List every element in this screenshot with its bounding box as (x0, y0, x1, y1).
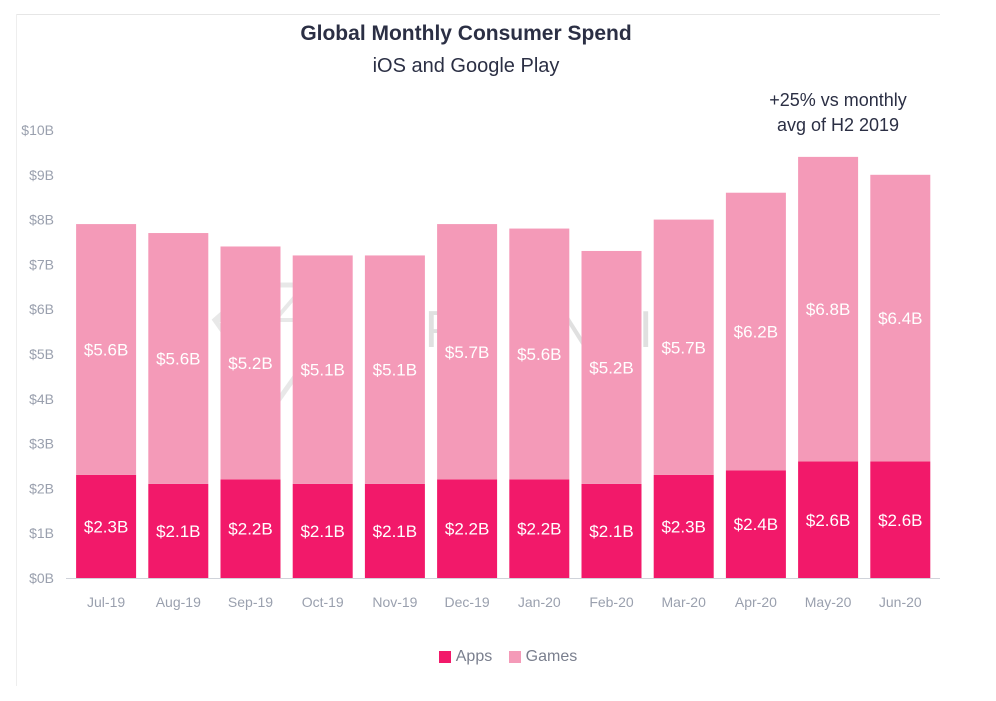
x-tick-label: May-20 (805, 594, 852, 610)
bar-games (798, 156, 859, 462)
bar-apps (292, 483, 353, 578)
bar-apps (148, 483, 209, 578)
left-border (16, 14, 17, 686)
bar-value-label-games: $5.7B (445, 343, 489, 362)
bar-value-label-apps: $2.1B (156, 522, 200, 541)
bar-value-label-games: $5.2B (228, 354, 272, 373)
bar-value-label-apps: $2.3B (84, 517, 128, 536)
x-tick-label: Mar-20 (662, 594, 707, 610)
bar-games (509, 228, 570, 480)
bar-games (437, 224, 498, 480)
bar-value-label-apps: $2.2B (445, 520, 489, 539)
x-tick-label: Jan-20 (518, 594, 561, 610)
y-tick-label: $1B (29, 525, 54, 541)
bar-value-label-apps: $2.4B (734, 515, 778, 534)
x-tick-label: Jul-19 (87, 594, 125, 610)
legend-item-games: Games (508, 648, 578, 666)
bar-apps (509, 479, 570, 578)
chart-subtitle: iOS and Google Play (372, 55, 560, 77)
y-axis: $0B $1B $2B $3B $4B $5B $6B $7B $8B $9B $10B (21, 122, 54, 586)
bar-games (76, 224, 137, 475)
legend-label-apps: Apps (455, 648, 493, 665)
bar-games (364, 255, 425, 484)
bar-value-label-games: $6.2B (734, 323, 778, 342)
bar-value-label-games: $5.7B (661, 338, 705, 357)
bar-games (870, 174, 931, 462)
y-tick-label: $4B (29, 391, 54, 407)
bar-games (148, 233, 209, 484)
y-tick-label: $2B (29, 480, 54, 496)
x-tick-label: Oct-19 (302, 594, 344, 610)
y-tick-label: $6B (29, 301, 54, 317)
bar-value-label-games: $5.6B (84, 341, 128, 360)
bar-games (581, 250, 642, 484)
legend-swatch-games (508, 651, 521, 663)
bar-value-label-apps: $2.6B (878, 511, 922, 530)
y-tick-label: $10B (21, 122, 54, 138)
bar-value-label-apps: $2.2B (517, 520, 561, 539)
bar-apps (364, 483, 425, 578)
bar-apps (870, 461, 931, 578)
bar-value-label-apps: $2.3B (661, 517, 705, 536)
legend-item-apps: Apps (438, 648, 493, 666)
bar-value-label-games: $5.1B (373, 361, 417, 380)
y-tick-label: $9B (29, 167, 54, 183)
bar-value-label-games: $5.2B (589, 358, 633, 377)
bar-value-label-games: $5.6B (156, 349, 200, 368)
bar-games (292, 255, 353, 484)
x-axis: Jul-19 Aug-19 Sep-19 Oct-19 Nov-19 Dec-19 Jan-… (87, 594, 922, 610)
y-tick-label: $5B (29, 346, 54, 362)
legend-label-games: Games (525, 648, 578, 665)
bar-apps (653, 474, 714, 578)
legend: Apps Games (0, 648, 996, 668)
bars: $2.3B $5.6B $2.1B $5.6B $2.2B $5.2B $2.1B $5.1B… (76, 156, 931, 578)
legend-swatch-apps (438, 651, 451, 663)
bar-value-label-games: $6.8B (806, 300, 850, 319)
chart-title: Global Monthly Consumer Spend (300, 22, 632, 45)
x-tick-label: Apr-20 (735, 594, 777, 610)
y-tick-label: $3B (29, 436, 54, 452)
y-tick-label: $0B (29, 570, 54, 586)
x-tick-label: Feb-20 (589, 594, 634, 610)
bar-apps (581, 483, 642, 578)
top-border (16, 14, 940, 15)
bar-games (653, 219, 714, 475)
bar-value-label-apps: $2.1B (300, 522, 344, 541)
bar-games (725, 192, 786, 471)
bar-value-label-games: $5.6B (517, 345, 561, 364)
bar-apps (437, 479, 498, 578)
bar-apps (725, 470, 786, 578)
x-tick-label: Aug-19 (156, 594, 201, 610)
x-tick-label: Nov-19 (372, 594, 417, 610)
bar-value-label-games: $6.4B (878, 309, 922, 328)
bar-value-label-apps: $2.2B (228, 520, 272, 539)
y-tick-label: $8B (29, 212, 54, 228)
growth-annotation: +25% vs monthly avg of H2 2019 (769, 90, 907, 135)
bar-apps (220, 479, 281, 578)
x-tick-label: Jun-20 (879, 594, 922, 610)
bar-games (220, 246, 281, 480)
bar-apps (76, 474, 137, 578)
bar-value-label-apps: $2.1B (589, 522, 633, 541)
bar-apps (798, 461, 859, 578)
x-tick-label: Sep-19 (228, 594, 273, 610)
x-tick-label: Dec-19 (445, 594, 490, 610)
bar-value-label-apps: $2.1B (373, 522, 417, 541)
bar-value-label-games: $5.1B (300, 361, 344, 380)
bar-value-label-apps: $2.6B (806, 511, 850, 530)
y-tick-label: $7B (29, 256, 54, 272)
